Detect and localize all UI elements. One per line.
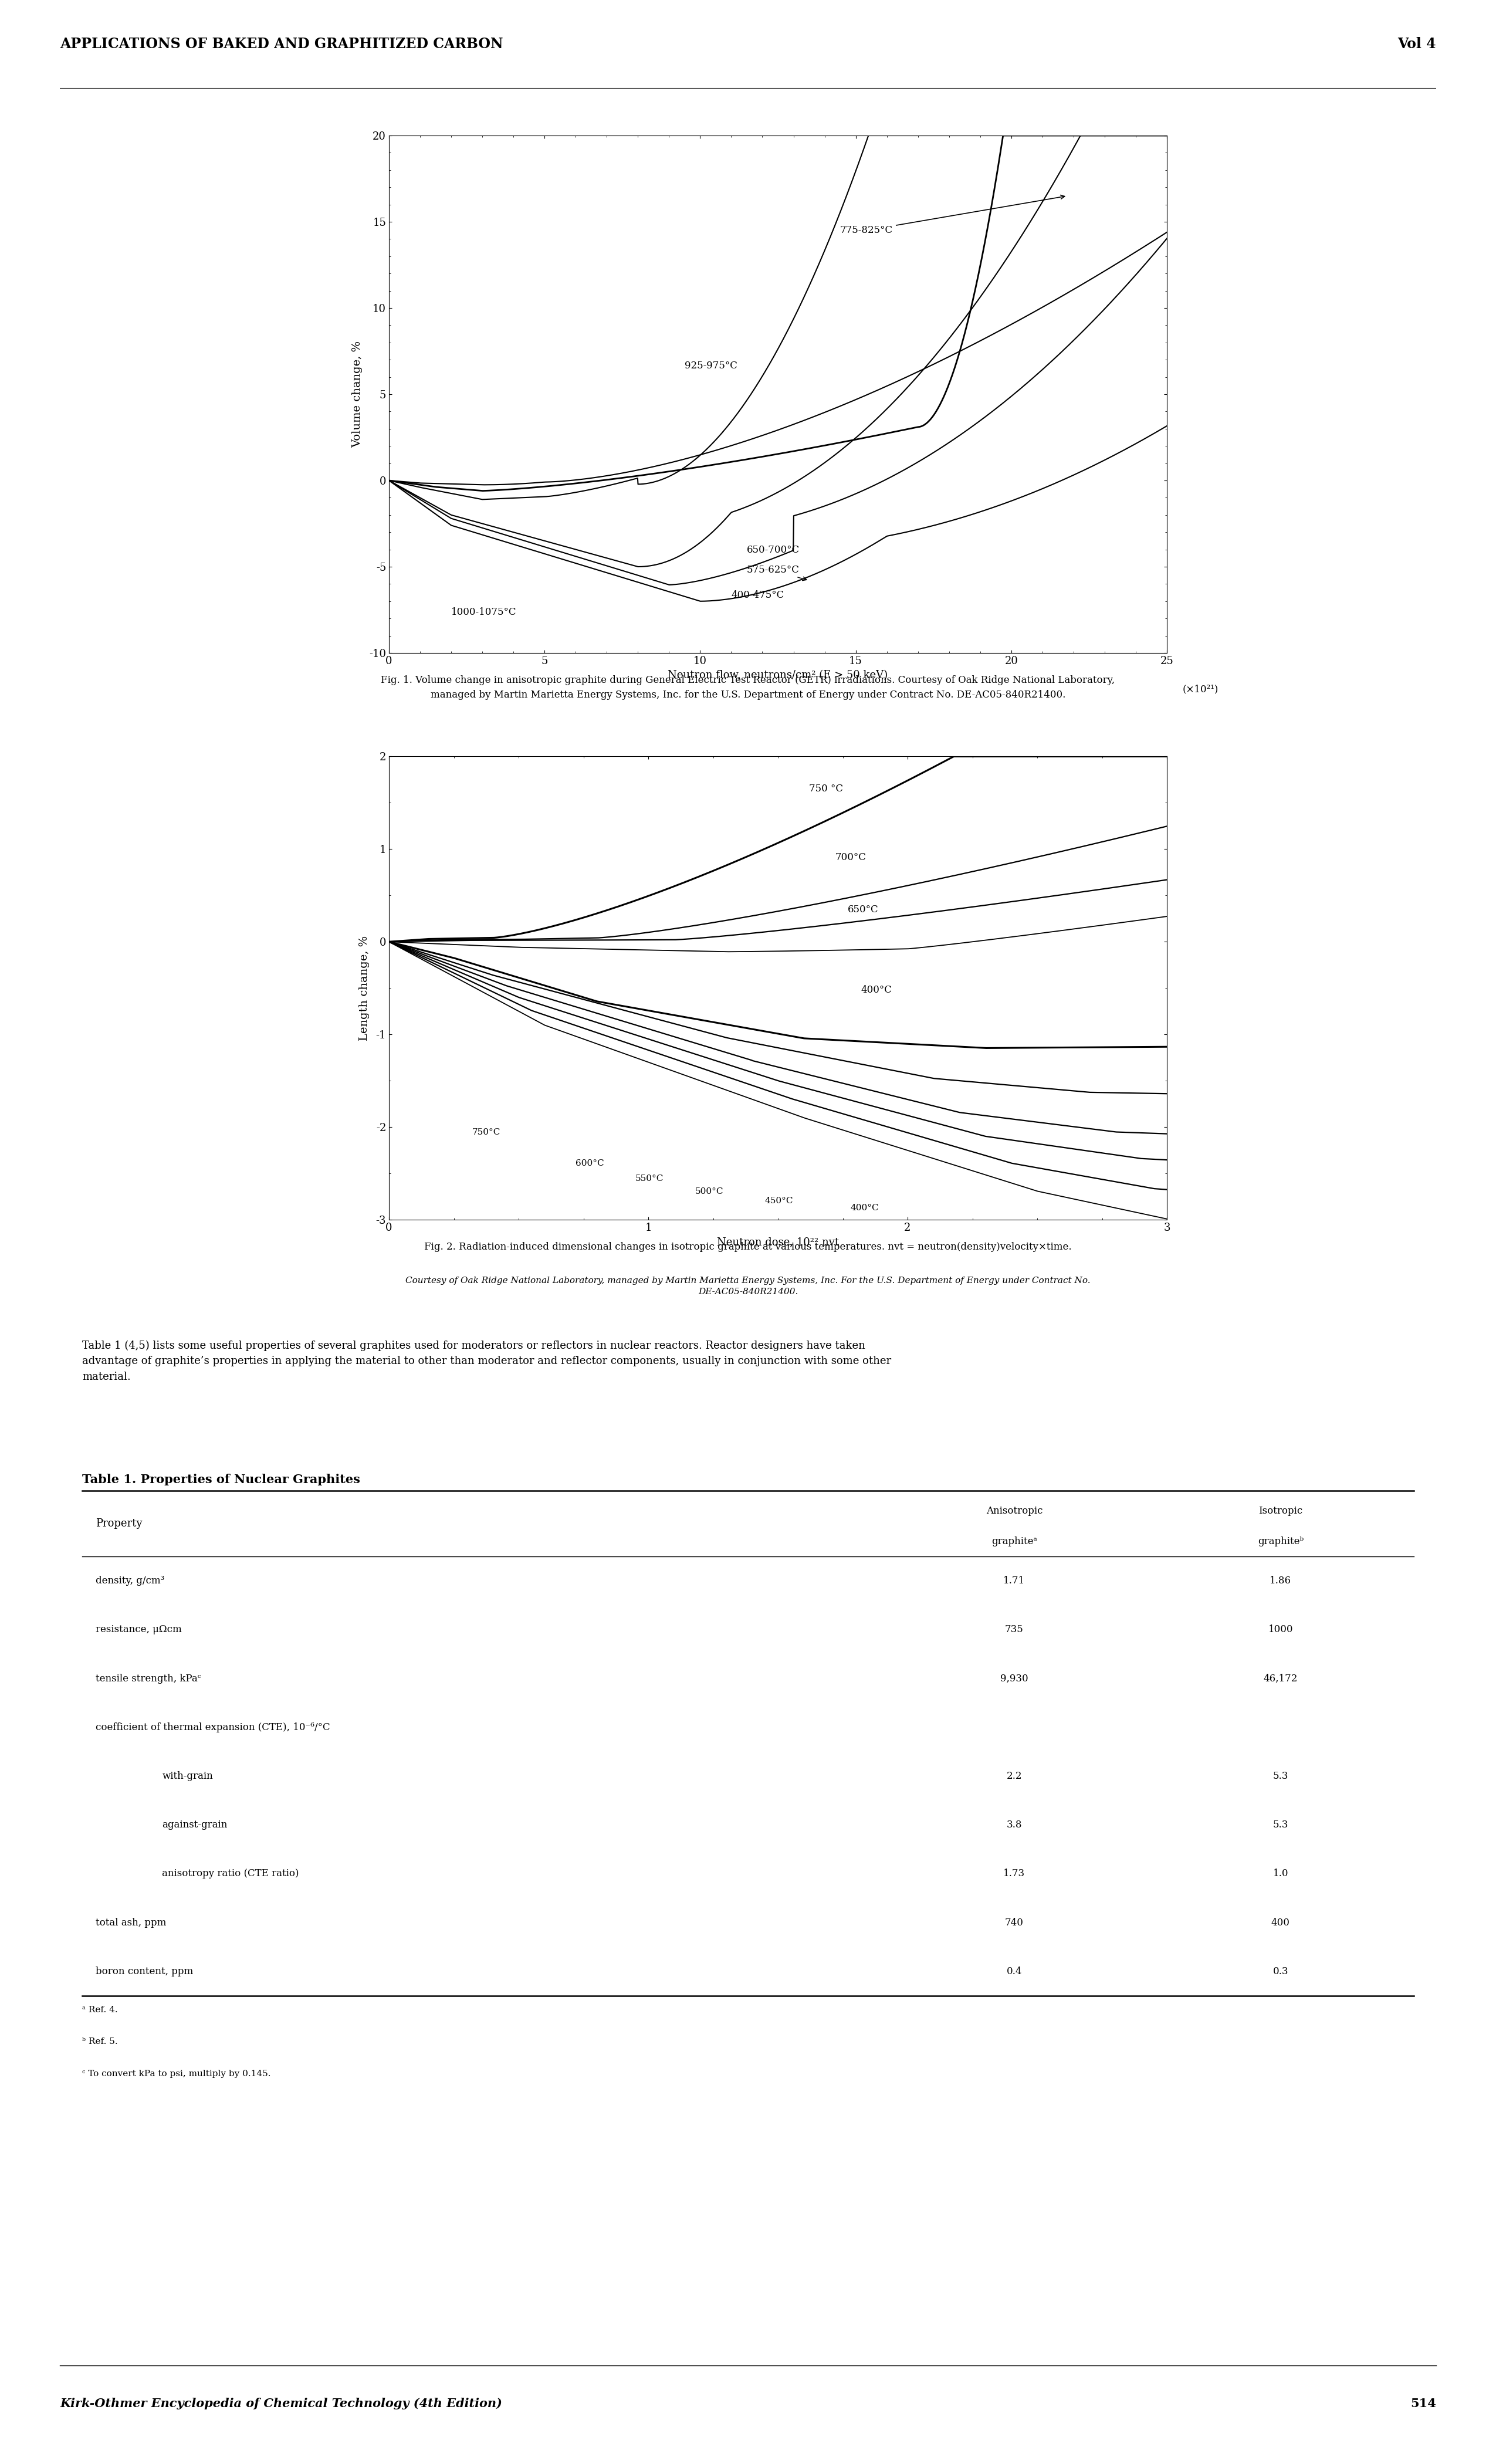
- Text: Property: Property: [96, 1518, 142, 1528]
- Text: 0.4: 0.4: [1007, 1966, 1022, 1976]
- Text: 9,930: 9,930: [1001, 1673, 1028, 1683]
- Text: Anisotropic: Anisotropic: [986, 1506, 1043, 1515]
- Text: 600°C: 600°C: [576, 1161, 604, 1168]
- Text: Neutron flow, neutrons/cm² (E > 50 keV): Neutron flow, neutrons/cm² (E > 50 keV): [667, 670, 889, 680]
- Text: 5.3: 5.3: [1273, 1821, 1288, 1831]
- Text: 500°C: 500°C: [696, 1188, 724, 1195]
- Text: ᵇ Ref. 5.: ᵇ Ref. 5.: [82, 2038, 118, 2045]
- Text: total ash, ppm: total ash, ppm: [96, 1917, 166, 1927]
- Text: Table 1 (4,5) lists some useful properties of several graphites used for moderat: Table 1 (4,5) lists some useful properti…: [82, 1340, 892, 1382]
- Text: boron content, ppm: boron content, ppm: [96, 1966, 193, 1976]
- Text: 3.8: 3.8: [1007, 1821, 1022, 1831]
- Text: graphiteᵃ: graphiteᵃ: [992, 1535, 1037, 1547]
- Text: 1.71: 1.71: [1004, 1577, 1025, 1587]
- Text: 650-700°C: 650-700°C: [747, 545, 800, 554]
- Text: 1.86: 1.86: [1270, 1577, 1291, 1587]
- Text: 650°C: 650°C: [848, 904, 878, 914]
- Text: 2.2: 2.2: [1007, 1772, 1022, 1781]
- Text: 735: 735: [1005, 1624, 1023, 1634]
- Text: Vol 4: Vol 4: [1397, 37, 1436, 52]
- Text: 740: 740: [1005, 1917, 1023, 1927]
- Text: 400-475°C: 400-475°C: [732, 591, 784, 601]
- Text: 514: 514: [1411, 2397, 1436, 2410]
- Text: with-grain: with-grain: [162, 1772, 212, 1781]
- Y-axis label: Length change, %: Length change, %: [359, 936, 370, 1040]
- Text: Kirk-Othmer Encyclopedia of Chemical Technology (4th Edition): Kirk-Othmer Encyclopedia of Chemical Tec…: [60, 2397, 503, 2410]
- Text: 5.3: 5.3: [1273, 1772, 1288, 1781]
- Text: 750 °C: 750 °C: [809, 784, 844, 793]
- Text: 400°C: 400°C: [860, 986, 892, 995]
- Text: 1.73: 1.73: [1004, 1868, 1025, 1878]
- Text: 1000: 1000: [1269, 1624, 1293, 1634]
- Text: Courtesy of Oak Ridge National Laboratory, managed by Martin Marietta Energy Sys: Courtesy of Oak Ridge National Laborator…: [405, 1276, 1091, 1296]
- Text: 575-625°C: 575-625°C: [747, 564, 806, 582]
- Text: density, g/cm³: density, g/cm³: [96, 1577, 165, 1587]
- Text: 46,172: 46,172: [1264, 1673, 1297, 1683]
- Text: 550°C: 550°C: [636, 1175, 664, 1183]
- Text: 1.0: 1.0: [1273, 1868, 1288, 1878]
- Text: 700°C: 700°C: [835, 853, 866, 862]
- Text: APPLICATIONS OF BAKED AND GRAPHITIZED CARBON: APPLICATIONS OF BAKED AND GRAPHITIZED CA…: [60, 37, 503, 52]
- Text: 750°C: 750°C: [471, 1129, 500, 1136]
- Text: 0.3: 0.3: [1273, 1966, 1288, 1976]
- Text: 400°C: 400°C: [851, 1205, 880, 1212]
- Text: (×10²¹): (×10²¹): [1182, 685, 1218, 695]
- Text: Fig. 2. Radiation-induced dimensional changes in isotropic graphite at various t: Fig. 2. Radiation-induced dimensional ch…: [425, 1242, 1071, 1252]
- Text: Neutron dose, 10²² nvt: Neutron dose, 10²² nvt: [717, 1237, 839, 1247]
- Y-axis label: Volume change, %: Volume change, %: [352, 340, 362, 448]
- Text: 775-825°C: 775-825°C: [841, 195, 1065, 237]
- Text: graphiteᵇ: graphiteᵇ: [1258, 1535, 1303, 1547]
- Text: anisotropy ratio (CTE ratio): anisotropy ratio (CTE ratio): [162, 1868, 299, 1878]
- Text: 450°C: 450°C: [764, 1198, 793, 1205]
- Text: 925-975°C: 925-975°C: [685, 360, 738, 370]
- Text: against-grain: against-grain: [162, 1821, 227, 1831]
- Text: Isotropic: Isotropic: [1258, 1506, 1303, 1515]
- Text: tensile strength, kPaᶜ: tensile strength, kPaᶜ: [96, 1673, 200, 1683]
- Text: 1000-1075°C: 1000-1075°C: [452, 609, 516, 618]
- Text: ᶜ To convert kPa to psi, multiply by 0.145.: ᶜ To convert kPa to psi, multiply by 0.1…: [82, 2070, 271, 2077]
- Text: 400: 400: [1272, 1917, 1290, 1927]
- Text: Table 1. Properties of Nuclear Graphites: Table 1. Properties of Nuclear Graphites: [82, 1473, 361, 1486]
- Text: coefficient of thermal expansion (CTE), 10⁻⁶/°C: coefficient of thermal expansion (CTE), …: [96, 1722, 331, 1732]
- Text: resistance, μΩcm: resistance, μΩcm: [96, 1624, 181, 1634]
- Text: Fig. 1. Volume change in anisotropic graphite during General Electric Test React: Fig. 1. Volume change in anisotropic gra…: [381, 675, 1115, 700]
- Text: ᵃ Ref. 4.: ᵃ Ref. 4.: [82, 2006, 118, 2013]
